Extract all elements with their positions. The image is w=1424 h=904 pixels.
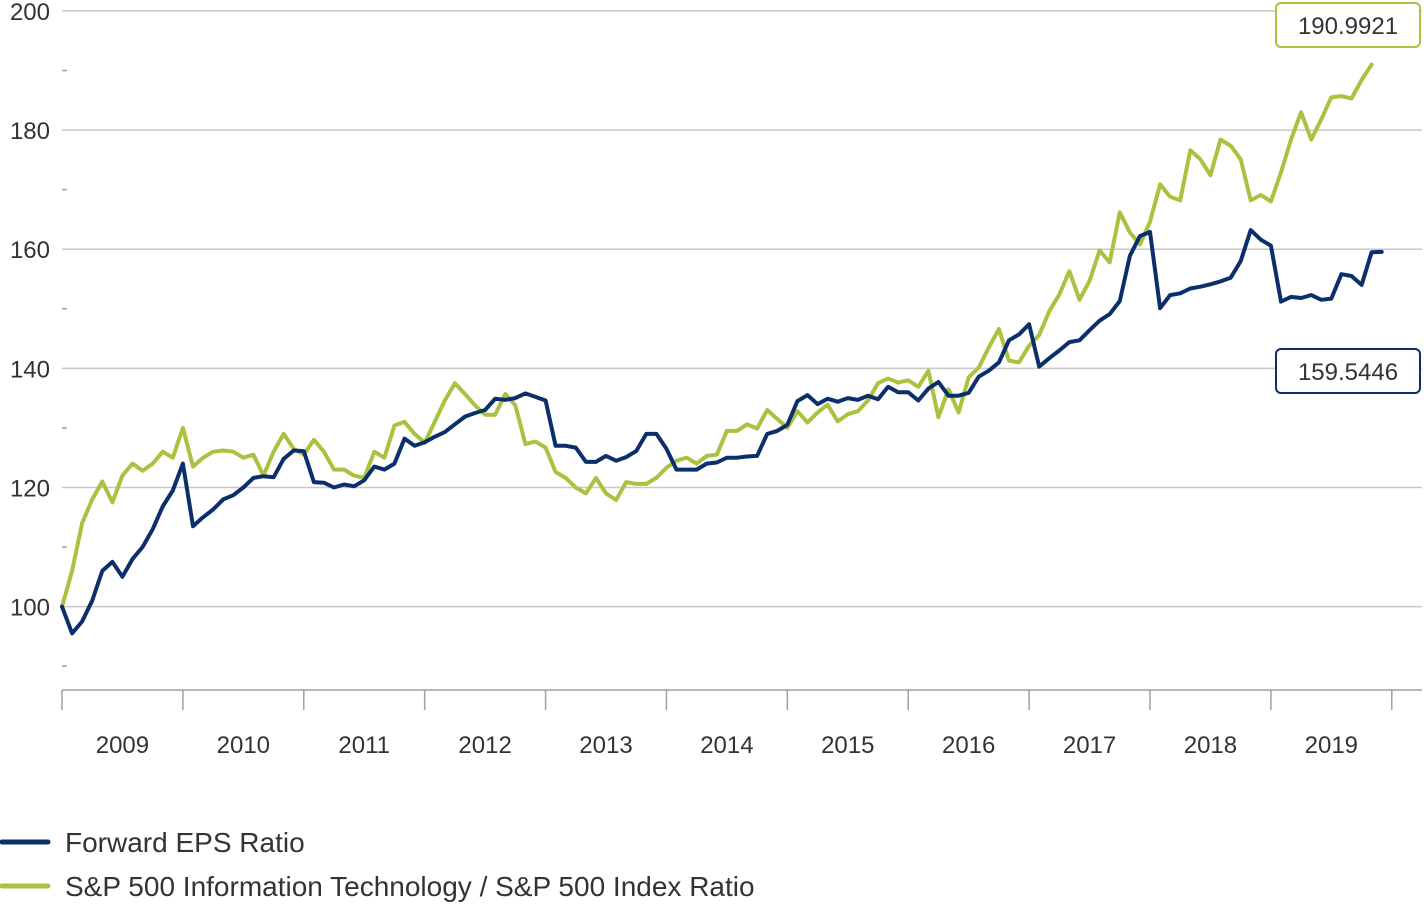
x-tick-label: 2010	[217, 732, 270, 759]
callout-layer: 159.5446 190.9921	[1275, 2, 1421, 394]
x-tick-label: 2009	[96, 732, 149, 759]
y-tick-label: 140	[10, 356, 50, 383]
y-tick-label: 200	[10, 0, 50, 26]
series-line-forward-eps	[60, 228, 1384, 636]
axis-layer: 100 120 140 160 180 200 2009 2010 2011 2012 2013 20…	[10, 0, 1422, 759]
x-tick-label: 2018	[1184, 732, 1237, 759]
x-tick-label: 2015	[821, 732, 874, 759]
grid-layer	[62, 10, 1422, 608]
legend-label: S&P 500 Information Technology / S&P 500…	[65, 871, 755, 902]
y-tick-label: 160	[10, 237, 50, 264]
legend: Forward EPS Ratio S&P 500 Information Tec…	[0, 827, 755, 902]
y-tick-label: 100	[10, 595, 50, 622]
x-tick-label: 2019	[1305, 732, 1358, 759]
x-tick-label: 2013	[579, 732, 632, 759]
x-tick-label: 2016	[942, 732, 995, 759]
end-value-callout	[1275, 2, 1421, 48]
series-line-it-index-ratio	[60, 62, 1374, 609]
end-value-label: 190.9921	[1298, 13, 1398, 40]
end-value-callout	[1275, 348, 1421, 394]
end-value-label: 159.5446	[1298, 359, 1398, 386]
x-tick-label: 2014	[700, 732, 753, 759]
x-tick-label: 2011	[338, 732, 390, 759]
series-layer	[60, 62, 1384, 636]
legend-label: Forward EPS Ratio	[65, 827, 305, 858]
x-tick-label: 2012	[458, 732, 511, 759]
y-tick-label: 120	[10, 475, 50, 502]
x-tick-label: 2017	[1063, 732, 1116, 759]
y-tick-label: 180	[10, 118, 50, 145]
